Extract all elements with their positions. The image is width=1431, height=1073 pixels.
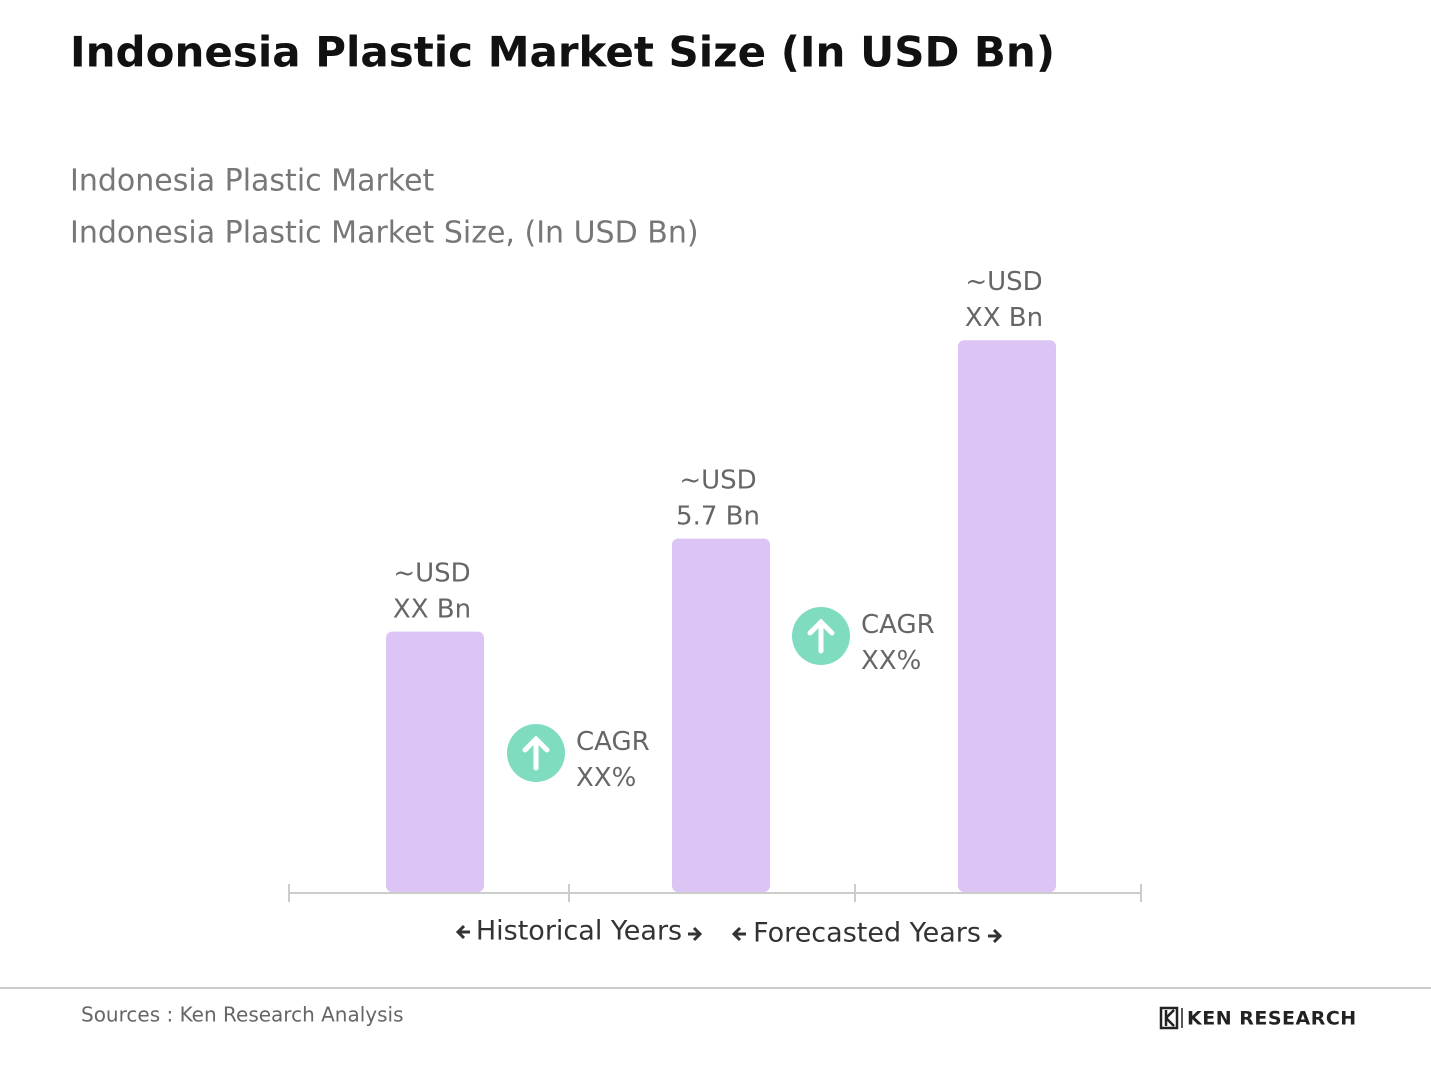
value-label: ~USD XX Bn	[965, 267, 1043, 333]
value-label: ~USD XX Bn	[393, 558, 471, 624]
chart-title: Indonesia Plastic Market Size (In USD Bn…	[70, 28, 1055, 77]
bar	[386, 631, 484, 892]
bar	[958, 340, 1056, 892]
arrows	[455, 924, 1003, 944]
value-label: ~USD 5.7 Bn	[676, 465, 760, 531]
cagr-label: CAGR XX%	[861, 610, 935, 676]
x-axis	[288, 884, 1142, 902]
subtitle: Indonesia Plastic Market	[70, 164, 435, 199]
cagr-label: CAGR XX%	[576, 727, 650, 793]
cagr-arrow	[522, 735, 550, 771]
source: Sources : Ken Research Analysis	[81, 1003, 404, 1027]
logo-icon	[1159, 1006, 1183, 1030]
x-label: Forecasted Years	[753, 918, 981, 949]
subtitle: Indonesia Plastic Market Size, (In USD B…	[70, 216, 699, 251]
logo: KEN RESEARCH	[1187, 1008, 1357, 1030]
cagr-arrow	[807, 618, 835, 654]
x-label: Historical Years	[476, 916, 682, 947]
bar	[672, 538, 770, 892]
